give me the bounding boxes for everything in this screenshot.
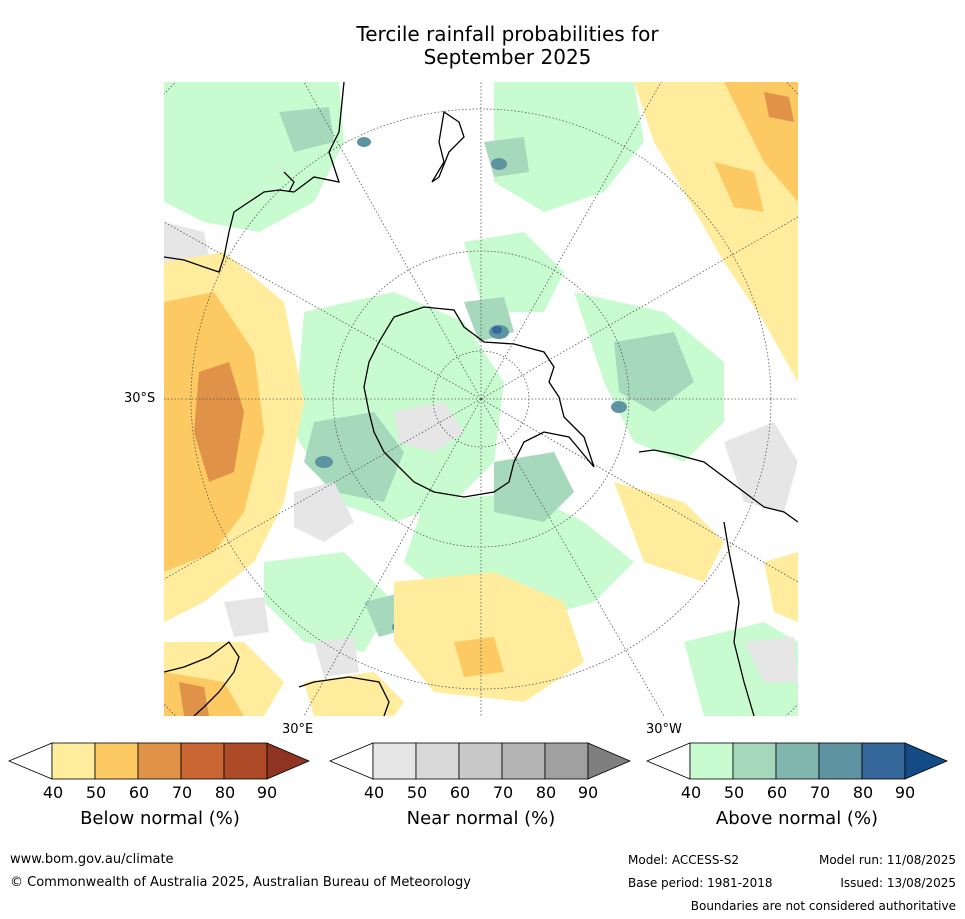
colorbar-near-extend-high [587, 742, 631, 780]
colorbar-below-segment-2 [94, 742, 139, 780]
cb-near-tick-60: 60 [449, 783, 471, 802]
graticule [164, 82, 798, 716]
colorbar-above-segment-2 [732, 742, 777, 780]
cb-below-tick-70: 70 [171, 783, 193, 802]
cb-above-tick-60: 60 [766, 783, 788, 802]
tercile-rainfall-map [164, 82, 798, 716]
label-30w: 30°W [646, 722, 682, 737]
coastlines [164, 82, 798, 716]
colorbar-above-segment-1 [689, 742, 734, 780]
africa-coastline [164, 641, 390, 716]
footer-boundaries-note: Boundaries are not considered authoritat… [690, 899, 956, 913]
colorbar-near-segment-5 [544, 742, 589, 780]
below-normal-70plus-regions [179, 92, 794, 716]
cb-below-tick-60: 60 [128, 783, 150, 802]
cb-near-tick-70: 70 [492, 783, 514, 802]
cb-near-tick-80: 80 [535, 783, 557, 802]
colorbar-above-label: Above normal (%) [715, 808, 879, 829]
colorbar-below-extend-high [266, 742, 310, 780]
south-america-coastline [638, 449, 798, 716]
colorbar-above-segment-5 [861, 742, 906, 780]
footer-model-run: Model run: 11/08/2025 [818, 853, 956, 867]
colorbar-near-label: Near normal (%) [406, 808, 556, 829]
australia-coastline [164, 82, 345, 273]
colorbar-above-extend-low [646, 742, 691, 780]
colorbar-near-segment-3 [458, 742, 503, 780]
label-30s: 30°S [124, 391, 156, 406]
colorbar-below-normal [8, 742, 310, 780]
footer-copyright: © Commonwealth of Australia 2025, Austra… [10, 875, 471, 890]
cb-below-tick-80: 80 [214, 783, 236, 802]
cb-above-tick-50: 50 [723, 783, 745, 802]
map-title-line1: Tercile rainfall probabilities for [356, 22, 659, 46]
colorbar-above-extend-high [904, 742, 948, 780]
footer-base-period: Base period: 1981-2018 [628, 876, 773, 890]
colorbar-below-extend-low [8, 742, 53, 780]
cb-above-tick-90: 90 [894, 783, 916, 802]
map-title-line2: September 2025 [423, 45, 592, 69]
colorbar-below-segment-5 [223, 742, 268, 780]
colorbar-near-segment-1 [372, 742, 417, 780]
cb-above-tick-80: 80 [852, 783, 874, 802]
above-normal-60-regions [279, 107, 694, 637]
cb-below-tick-90: 90 [256, 783, 278, 802]
footer-model: Model: ACCESS-S2 [628, 853, 740, 867]
cb-near-tick-50: 50 [406, 783, 428, 802]
colorbar-near-extend-low [329, 742, 374, 780]
colorbar-above-segment-3 [775, 742, 820, 780]
cb-above-tick-40: 40 [680, 783, 702, 802]
footer-url: www.bom.gov.au/climate [10, 852, 174, 867]
cb-near-tick-90: 90 [577, 783, 599, 802]
colorbar-below-segment-1 [51, 742, 96, 780]
colorbar-below-label: Below normal (%) [80, 808, 240, 829]
antarctica-coastline [363, 306, 595, 498]
cb-above-tick-70: 70 [809, 783, 831, 802]
colorbar-below-segment-3 [137, 742, 182, 780]
label-30e: 30°E [282, 722, 314, 737]
new-zealand-coastline [431, 110, 465, 183]
colorbar-near-segment-2 [415, 742, 460, 780]
colorbar-above-normal [646, 742, 948, 780]
colorbar-above-segment-4 [818, 742, 863, 780]
cb-below-tick-50: 50 [85, 783, 107, 802]
colorbar-near-normal [329, 742, 631, 780]
colorbar-below-segment-4 [180, 742, 225, 780]
colorbar-near-segment-4 [501, 742, 546, 780]
cb-near-tick-40: 40 [363, 783, 385, 802]
footer-issued: Issued: 13/08/2025 [840, 876, 956, 890]
cb-below-tick-40: 40 [42, 783, 64, 802]
